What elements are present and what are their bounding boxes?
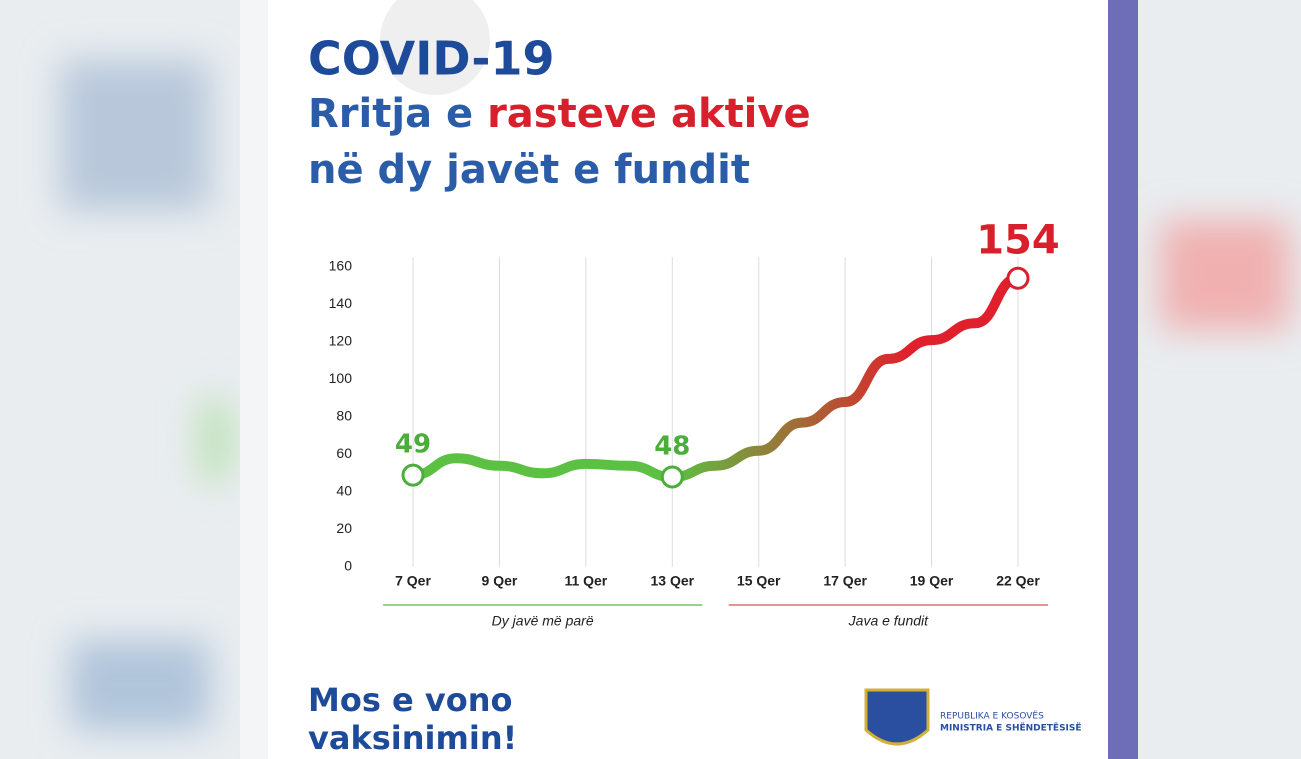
virus-icon <box>380 0 490 95</box>
line <box>408 273 1023 483</box>
x-tick-label: 13 Qer <box>650 573 694 589</box>
period-label: Java e fundit <box>848 613 929 629</box>
subtitle: në dy javët e fundit <box>308 147 750 193</box>
slogan: Mos e vono <box>308 681 512 719</box>
y-tick-label: 100 <box>329 370 353 386</box>
org-name: REPUBLIKA E KOSOVËS <box>940 711 1044 722</box>
data-label: 48 <box>654 432 690 462</box>
org-name: MINISTRIA E SHËNDETËSISË <box>940 723 1082 734</box>
emblem <box>864 688 930 746</box>
point-marker <box>1006 266 1030 290</box>
x-tick-label: 15 Qer <box>737 573 781 589</box>
x-tick-label: 7 Qer <box>395 573 431 589</box>
y-tick-label: 80 <box>336 408 352 424</box>
x-tick-label: 19 Qer <box>910 573 954 589</box>
y-tick-label: 0 <box>344 558 352 574</box>
y-tick-label: 20 <box>336 520 352 536</box>
side-strip <box>1108 0 1138 759</box>
subtitle-part: Rritja e <box>308 91 473 137</box>
y-tick-label: 160 <box>329 258 353 274</box>
x-tick-label: 17 Qer <box>823 573 867 589</box>
y-tick-label: 120 <box>329 333 353 349</box>
x-tick-label: 9 Qer <box>482 573 518 589</box>
data-label: 154 <box>976 217 1060 263</box>
subtitle-highlight: rasteve aktive <box>487 91 811 137</box>
x-tick-label: 22 Qer <box>996 573 1040 589</box>
y-tick-label: 40 <box>336 483 352 499</box>
y-tick-label: 140 <box>329 295 353 311</box>
slogan: vaksinimin! <box>308 719 517 757</box>
subtitle: Rritja e rasteve aktive <box>308 91 811 137</box>
y-tick-label: 60 <box>336 445 352 461</box>
data-label: 49 <box>395 430 431 460</box>
point-marker <box>401 463 425 487</box>
chart-title: COVID-19 <box>308 32 555 86</box>
blurred-background <box>60 60 1290 730</box>
card <box>268 0 1108 759</box>
period-label: Dy javë më parë <box>492 613 594 629</box>
point-marker <box>660 465 684 489</box>
x-tick-label: 11 Qer <box>564 573 607 589</box>
plot: 0 20 40 60 80 100 120 140 160 7 Qer 9 Qer 11 Qer 13 … <box>329 217 1060 628</box>
